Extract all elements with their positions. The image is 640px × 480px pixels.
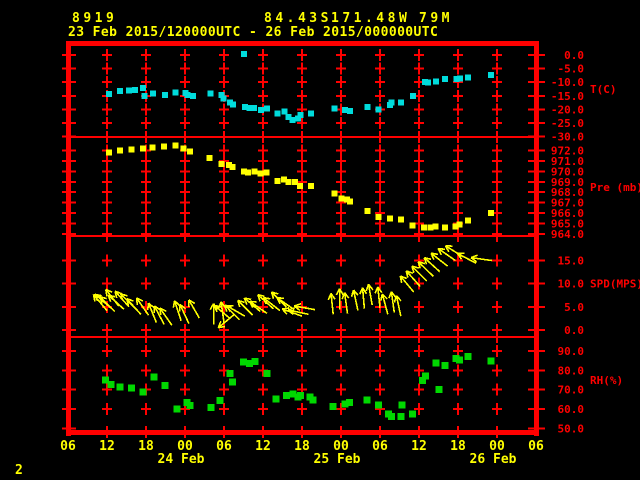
- panel-pressure-data: [105, 142, 495, 231]
- svg-text:965.0: 965.0: [551, 217, 584, 230]
- panel-humidity-grid: 90.0 80.0 70.0 60.0 50.0 RH(%): [62, 345, 623, 435]
- svg-text:00: 00: [177, 439, 193, 454]
- svg-text:967.0: 967.0: [551, 197, 584, 210]
- svg-text:SPD(MPS): SPD(MPS): [590, 278, 640, 291]
- svg-text:0.0: 0.0: [564, 324, 584, 337]
- svg-text:12: 12: [411, 439, 427, 454]
- svg-text:-5.0: -5.0: [558, 63, 585, 76]
- panel-humidity-data: [102, 353, 495, 421]
- svg-text:70.0: 70.0: [558, 384, 585, 397]
- svg-text:18: 18: [450, 439, 466, 454]
- svg-text:25 Feb: 25 Feb: [314, 452, 361, 467]
- svg-text:18: 18: [138, 439, 154, 454]
- svg-text:-25.0: -25.0: [551, 117, 584, 130]
- svg-text:26 Feb: 26 Feb: [470, 452, 517, 467]
- svg-text:972.0: 972.0: [551, 145, 584, 158]
- svg-text:12: 12: [99, 439, 115, 454]
- panel-pressure-grid: 972.0971.0970.0969.0968.0967.0966.0965.0…: [62, 144, 640, 241]
- svg-text:06: 06: [528, 439, 544, 454]
- panel-wind-speed-data: [92, 244, 492, 329]
- svg-text:50.0: 50.0: [558, 422, 585, 435]
- station-id: 8919: [72, 11, 118, 26]
- svg-text:00: 00: [333, 439, 349, 454]
- svg-text:966.0: 966.0: [551, 207, 584, 220]
- svg-text:970.0: 970.0: [551, 165, 584, 178]
- period-range: 23 Feb 2015/120000UTC - 26 Feb 2015/0000…: [68, 25, 439, 40]
- station-elev: 79M: [419, 11, 453, 26]
- svg-text:Pre (mb): Pre (mb): [590, 181, 640, 194]
- svg-text:00: 00: [489, 439, 505, 454]
- svg-text:06: 06: [60, 439, 76, 454]
- svg-text:60.0: 60.0: [558, 403, 585, 416]
- svg-text:-20.0: -20.0: [551, 103, 584, 116]
- station-lat: 84.43S: [264, 11, 332, 26]
- svg-text:12: 12: [255, 439, 271, 454]
- svg-text:18: 18: [294, 439, 310, 454]
- svg-text:06: 06: [216, 439, 232, 454]
- svg-text:5.0: 5.0: [564, 301, 584, 314]
- panel-temperature-data: [105, 51, 495, 124]
- svg-text:0.0: 0.0: [564, 49, 584, 62]
- svg-text:969.0: 969.0: [551, 176, 584, 189]
- panel-temperature-grid: 0.0-5.0-10.0-15.0-20.0-25.0-30.0 T(C): [62, 48, 617, 144]
- svg-text:-30.0: -30.0: [551, 131, 584, 144]
- svg-text:80.0: 80.0: [558, 364, 585, 377]
- svg-text:06: 06: [372, 439, 388, 454]
- station-lon: 171.48W: [331, 11, 411, 26]
- svg-text:10.0: 10.0: [558, 278, 585, 291]
- svg-text:968.0: 968.0: [551, 186, 584, 199]
- svg-text:-15.0: -15.0: [551, 90, 584, 103]
- svg-text:T(C): T(C): [590, 83, 617, 96]
- svg-text:964.0: 964.0: [551, 228, 584, 241]
- svg-text:24 Feb: 24 Feb: [158, 452, 205, 467]
- svg-text:90.0: 90.0: [558, 345, 585, 358]
- time-axis-labels: 06 12 18 00 06 12 18 00 06 12 18 00 06 24 Feb 25 Feb 26…: [60, 439, 544, 467]
- svg-text:15.0: 15.0: [558, 255, 585, 268]
- svg-text:-10.0: -10.0: [551, 76, 584, 89]
- page-note: 2: [15, 463, 23, 478]
- svg-text:971.0: 971.0: [551, 155, 584, 168]
- svg-text:RH(%): RH(%): [590, 374, 623, 387]
